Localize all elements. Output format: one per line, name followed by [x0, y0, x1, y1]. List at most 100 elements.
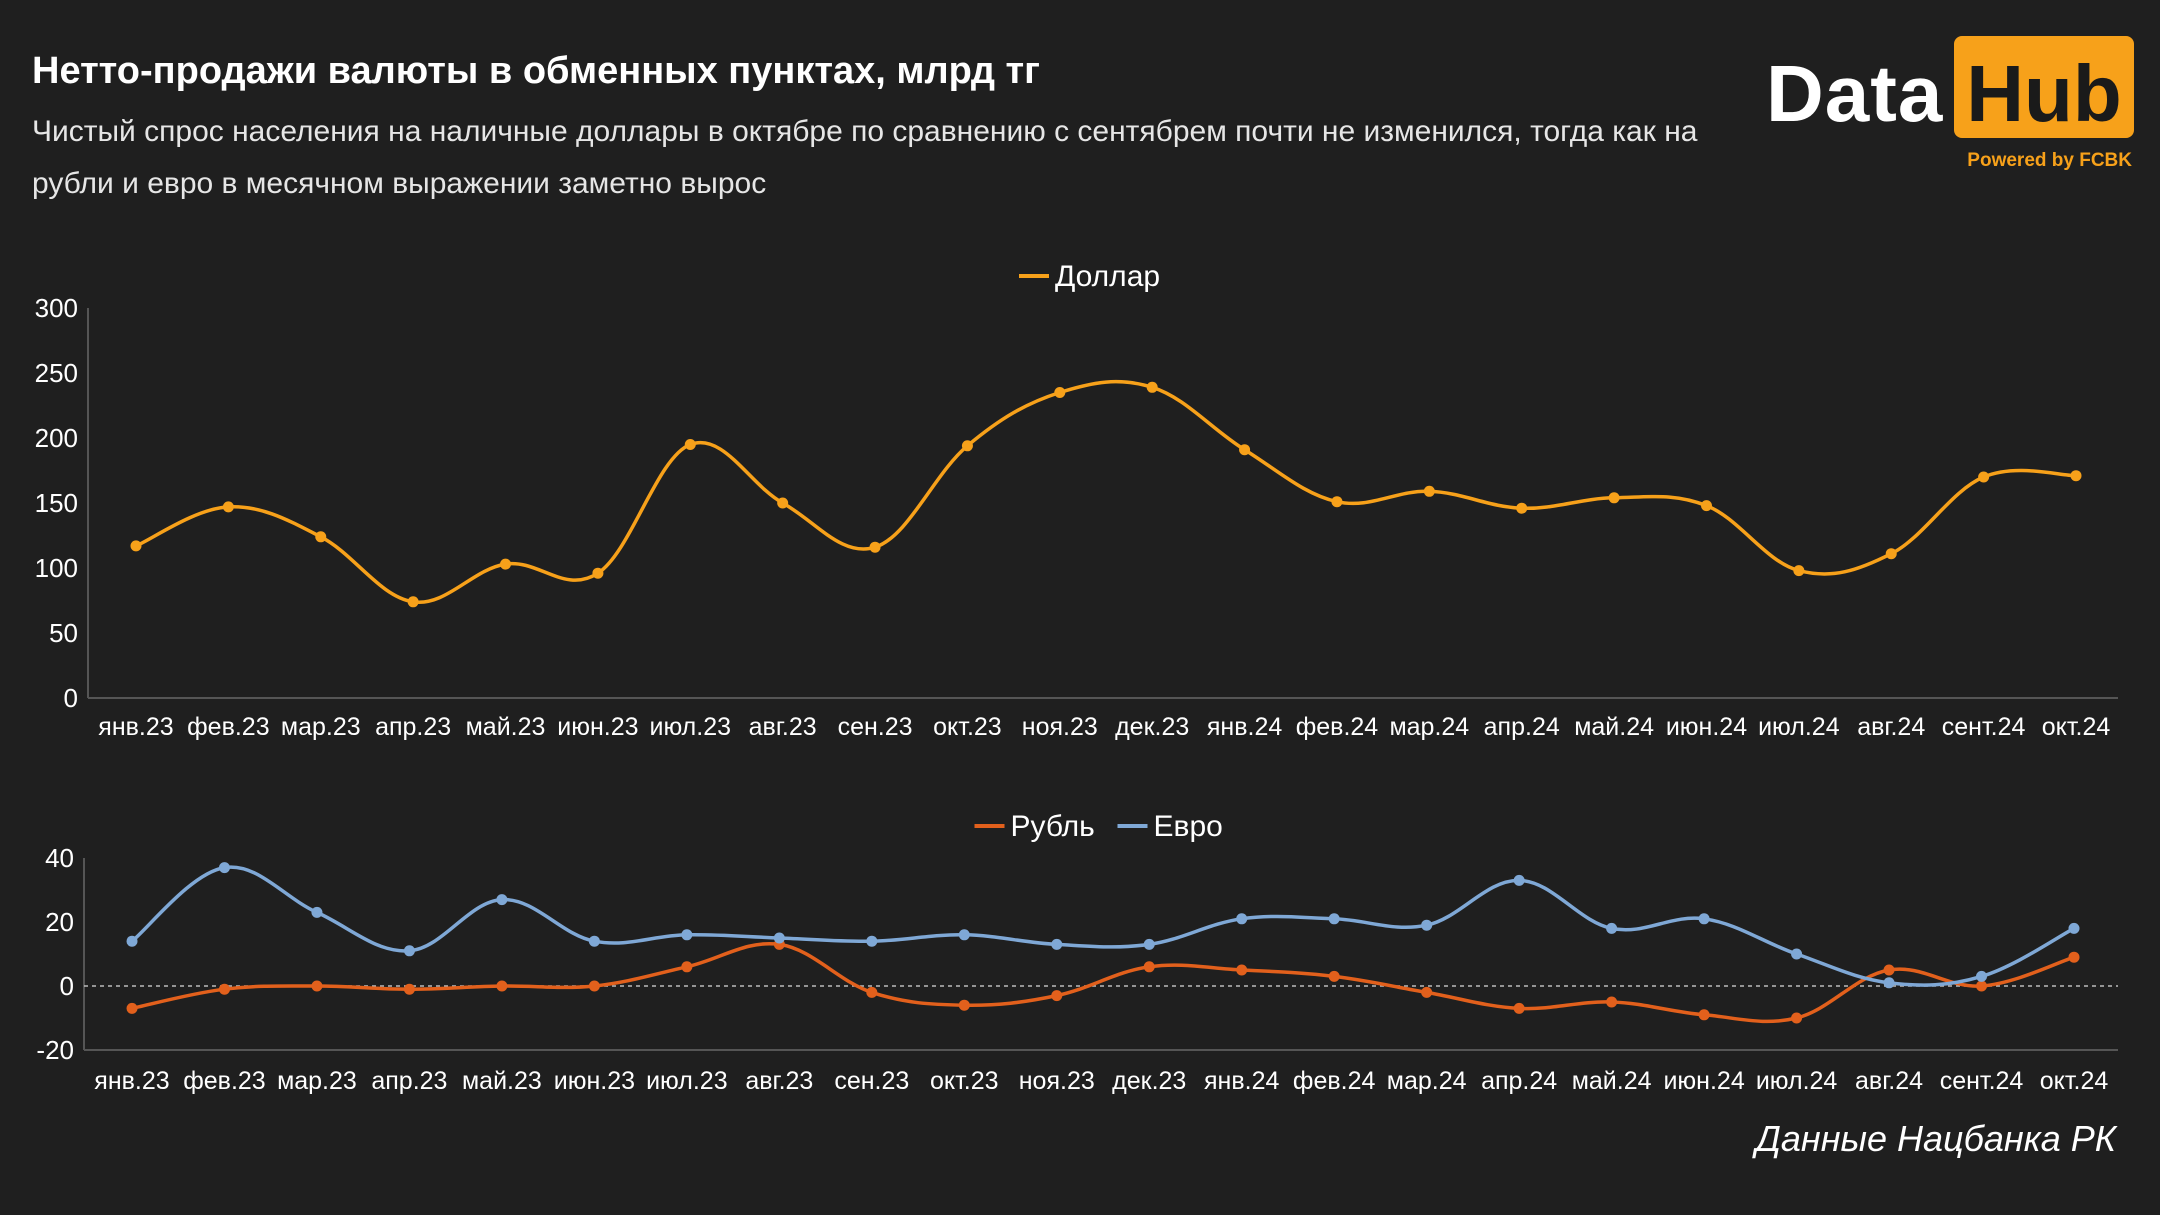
data-point [958, 929, 970, 941]
data-point [130, 540, 142, 552]
data-point [1883, 977, 1895, 989]
x-tick-label: мар.23 [277, 1067, 357, 1095]
data-point [777, 497, 789, 509]
data-point [1885, 548, 1897, 560]
y-tick-label: 40 [45, 843, 74, 873]
data-point [1236, 913, 1248, 925]
y-tick-label: -20 [36, 1035, 74, 1065]
data-point [1608, 492, 1620, 504]
x-tick-label: фев.24 [1296, 713, 1379, 741]
x-tick-label: июл.23 [646, 1067, 728, 1095]
x-tick-label: май.24 [1574, 713, 1654, 741]
x-tick-label: окт.24 [2042, 713, 2111, 741]
x-tick-label: мар.23 [281, 713, 361, 741]
data-point [496, 980, 508, 992]
data-point [500, 558, 512, 570]
data-point [1146, 381, 1158, 393]
data-point [1143, 961, 1155, 973]
logo-powered-by: Powered by FCBK [1967, 150, 2132, 171]
data-point [1421, 986, 1433, 998]
x-tick-label: апр.23 [371, 1067, 447, 1095]
y-tick-label: 300 [35, 293, 78, 323]
data-point [681, 929, 693, 941]
data-point [218, 862, 230, 874]
x-tick-label: июн.23 [557, 713, 638, 741]
y-tick-label: 0 [64, 683, 78, 713]
x-tick-label: янв.23 [94, 1067, 169, 1095]
data-point [684, 439, 696, 450]
datahub-logo: Data Hub Powered by FCBK [1762, 34, 2134, 174]
data-point [403, 983, 415, 995]
x-tick-label: июн.24 [1663, 1067, 1744, 1095]
data-point [222, 501, 234, 513]
data-point [961, 440, 973, 452]
logo-word-data: Data [1766, 49, 1944, 138]
logo-word-hub: Hub [1966, 49, 2122, 138]
data-point [126, 935, 138, 947]
data-point [1791, 1012, 1803, 1024]
data-point [866, 986, 878, 998]
y-tick-label: 100 [35, 553, 78, 583]
data-point [2068, 922, 2080, 934]
x-tick-label: авг.23 [745, 1067, 813, 1095]
x-tick-label: янв.23 [98, 713, 173, 741]
data-point [869, 541, 881, 553]
legend-label: Рубль [1011, 810, 1095, 843]
x-tick-label: авг.23 [749, 713, 817, 741]
x-tick-label: авг.24 [1857, 713, 1925, 741]
y-tick-label: 20 [45, 907, 74, 937]
x-tick-label: май.24 [1572, 1067, 1652, 1095]
data-point [2070, 470, 2082, 482]
data-point [403, 945, 415, 957]
x-tick-label: авг.24 [1855, 1067, 1923, 1095]
x-tick-label: фев.23 [183, 1067, 266, 1095]
data-point [1513, 874, 1525, 886]
data-point [1328, 970, 1340, 982]
x-tick-label: май.23 [462, 1067, 542, 1095]
y-tick-label: 150 [35, 488, 78, 518]
data-point [1239, 444, 1251, 456]
x-tick-label: окт.23 [933, 713, 1002, 741]
data-point [1051, 990, 1063, 1002]
data-point [1698, 1009, 1710, 1021]
x-tick-label: сент.24 [1940, 1067, 2024, 1095]
x-tick-label: окт.24 [2040, 1067, 2109, 1095]
x-tick-label: сент.24 [1942, 713, 2026, 741]
series-line [131, 941, 2075, 1024]
data-point [588, 935, 600, 947]
data-point [407, 596, 419, 608]
x-tick-label: июл.24 [1756, 1067, 1838, 1095]
logo-hub-box: Hub [1954, 36, 2134, 138]
x-tick-label: окт.23 [930, 1067, 999, 1095]
x-tick-label: ноя.23 [1019, 1067, 1095, 1095]
x-tick-label: сен.23 [834, 1067, 909, 1095]
data-point [1516, 502, 1528, 514]
data-point [866, 935, 878, 947]
data-point [218, 983, 230, 995]
legend-label: Доллар [1055, 260, 1160, 293]
chart-subtitle: Чистый спрос населения на наличные долла… [32, 115, 1698, 200]
data-point [1700, 500, 1712, 512]
y-tick-label: 50 [49, 618, 78, 648]
data-point [588, 980, 600, 992]
data-point [1698, 913, 1710, 925]
data-point [1143, 938, 1155, 950]
data-point [1236, 964, 1248, 976]
series-line [135, 379, 2077, 604]
data-point [1976, 980, 1988, 992]
legend-label: Евро [1154, 810, 1223, 843]
data-point [1978, 471, 1990, 483]
x-tick-label: май.23 [466, 713, 546, 741]
data-point [1328, 913, 1340, 925]
x-tick-label: июн.23 [554, 1067, 635, 1095]
x-tick-label: мар.24 [1389, 713, 1469, 741]
x-tick-label: ноя.23 [1022, 713, 1098, 741]
series-line [130, 865, 2075, 987]
x-tick-label: апр.23 [375, 713, 451, 741]
x-tick-label: мар.24 [1387, 1067, 1467, 1095]
x-tick-label: янв.24 [1207, 713, 1282, 741]
x-tick-label: апр.24 [1484, 713, 1560, 741]
x-tick-label: дек.23 [1112, 1067, 1186, 1095]
x-tick-label: сен.23 [838, 713, 913, 741]
